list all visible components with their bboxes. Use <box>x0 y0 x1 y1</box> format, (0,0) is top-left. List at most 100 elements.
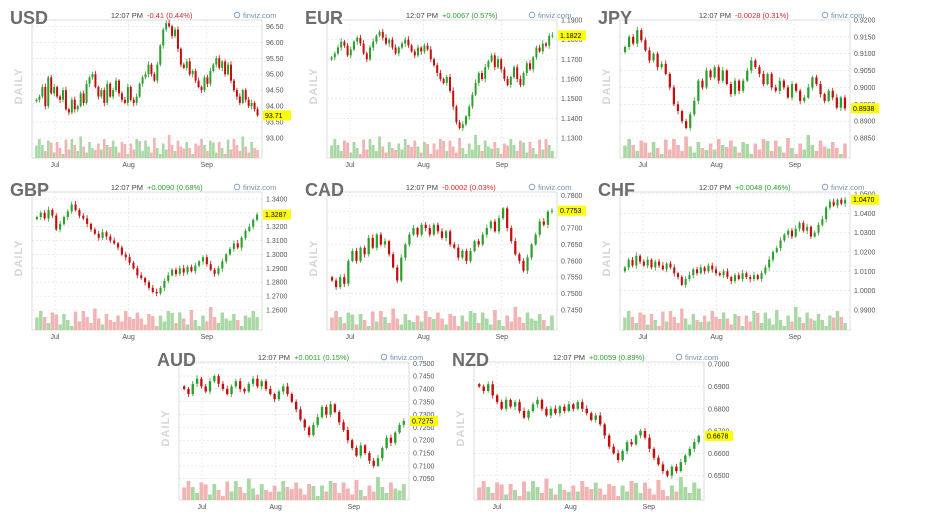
timeframe-label: DAILY <box>601 240 613 277</box>
time-label: 12:07 PM <box>699 11 731 20</box>
volume-bar <box>349 152 353 158</box>
volume-bar <box>400 149 404 158</box>
candle-body <box>320 406 324 418</box>
candle-body <box>88 77 91 84</box>
chart-panel-usd[interactable]: 96.50 96.00 95.50 95.00 94.50 94.00 93.50 93.00… <box>10 8 298 173</box>
candle-body <box>423 45 426 52</box>
candle-body <box>500 59 503 70</box>
volume-bar <box>253 148 256 158</box>
candle-body <box>664 63 667 74</box>
finviz-icon <box>675 353 683 361</box>
candle-body <box>200 86 203 91</box>
volume-bar <box>99 149 103 158</box>
finviz-icon <box>821 11 829 19</box>
volume-bar <box>195 493 200 500</box>
x-tick-label: Sep <box>789 334 802 341</box>
candle-body <box>59 96 62 100</box>
candle-body <box>135 96 138 103</box>
candle-body <box>53 86 56 94</box>
candle-body <box>660 63 663 68</box>
volume-bar <box>451 146 455 158</box>
volume-bar <box>692 482 697 500</box>
volume-bar <box>189 310 194 330</box>
volume-bar <box>85 317 89 330</box>
volume-bar <box>155 148 159 158</box>
volume-bar <box>691 314 695 330</box>
candle-body <box>522 73 525 85</box>
candle-body <box>353 41 355 50</box>
candle-body <box>240 237 243 248</box>
candle-body <box>616 453 620 460</box>
volume-bar <box>342 140 346 158</box>
chart-panel-gbp[interactable]: 1.34001.33001.32001.31001.30001.29001.28… <box>10 180 298 345</box>
candle-body <box>693 442 696 449</box>
volume-bar <box>178 312 182 330</box>
y-tick-label: 1.1800 <box>561 37 583 44</box>
candle-body <box>168 23 171 27</box>
chart-panel-jpy[interactable]: 0.92000.91500.91000.90500.90000.89500.89… <box>598 8 886 173</box>
volume-bar <box>476 323 481 330</box>
volume-bar <box>330 317 334 330</box>
volume-bar <box>638 493 643 500</box>
candle-body <box>230 386 233 395</box>
volume-bar <box>387 323 391 330</box>
candle-body <box>534 234 537 245</box>
volume-bar <box>761 139 766 158</box>
volume-bar <box>495 482 500 500</box>
candle-body <box>225 254 228 262</box>
candle-body <box>522 410 526 418</box>
candle-body <box>230 64 232 81</box>
candle-body <box>120 93 123 100</box>
chart-panel-aud[interactable]: 0.7500 0.7450 0.7400 0.7350 0.7300 0.7250 0.72… <box>157 350 445 515</box>
volume-bar <box>702 315 707 330</box>
candle-body <box>85 83 88 103</box>
candle-body <box>205 257 208 265</box>
volume-bar <box>509 321 514 330</box>
volume-bar <box>522 142 526 158</box>
x-tick-label: Aug <box>417 162 430 169</box>
candle-body <box>62 216 66 224</box>
candle-body <box>316 417 319 425</box>
volume-bar <box>423 311 428 330</box>
source-label: finviz.com <box>390 353 423 362</box>
volume-bar <box>647 152 652 158</box>
volume-bar <box>368 139 372 158</box>
candle-body <box>228 248 232 255</box>
chart-panel-chf[interactable]: 1.05001.04001.03001.02001.01001.00000.99… <box>598 180 886 345</box>
chart-panel-cad[interactable]: 0.78000.77500.77000.76500.76000.75500.75… <box>305 180 593 345</box>
candle-body <box>392 254 395 268</box>
candle-body <box>171 269 174 276</box>
volume-bar <box>58 324 62 330</box>
volume-bar <box>229 491 234 500</box>
candle-body <box>531 404 535 411</box>
y-tick-label: 95.00 <box>266 72 284 79</box>
candle-body <box>70 204 73 212</box>
candle-body <box>376 458 380 466</box>
candle-body <box>726 271 729 278</box>
volume-bar <box>235 145 239 158</box>
candle-body <box>256 214 259 220</box>
chart-svg: 0.92000.91500.91000.90500.90000.89500.89… <box>598 8 879 169</box>
volume-bar <box>773 140 778 158</box>
candle-body <box>86 218 89 224</box>
source-label: finviz.com <box>538 11 571 20</box>
volume-bar <box>85 152 88 158</box>
y-tick-label: 1.3400 <box>266 196 288 203</box>
volume-bar <box>534 154 538 158</box>
volume-bar <box>79 136 83 158</box>
volume-bar <box>350 314 355 330</box>
candle-body <box>55 215 58 230</box>
volume-bar <box>830 142 835 158</box>
volume-bar <box>818 140 823 158</box>
volume-bar <box>522 481 527 500</box>
volume-bar <box>139 318 143 330</box>
volume-bar <box>627 139 631 158</box>
volume-bar <box>483 140 487 158</box>
volume-bar <box>749 154 754 158</box>
volume-bar <box>805 312 809 330</box>
candle-body <box>549 408 553 416</box>
time-label: 12:07 PM <box>111 183 143 192</box>
chart-panel-eur[interactable]: 1.1900 1.1800 1.1700 1.1600 1.1500 1.1400 1.13… <box>305 8 593 173</box>
volume-bar <box>683 487 688 500</box>
chart-panel-nzd[interactable]: 0.70000.69000.68000.67000.66000.6500JulA… <box>452 350 740 515</box>
